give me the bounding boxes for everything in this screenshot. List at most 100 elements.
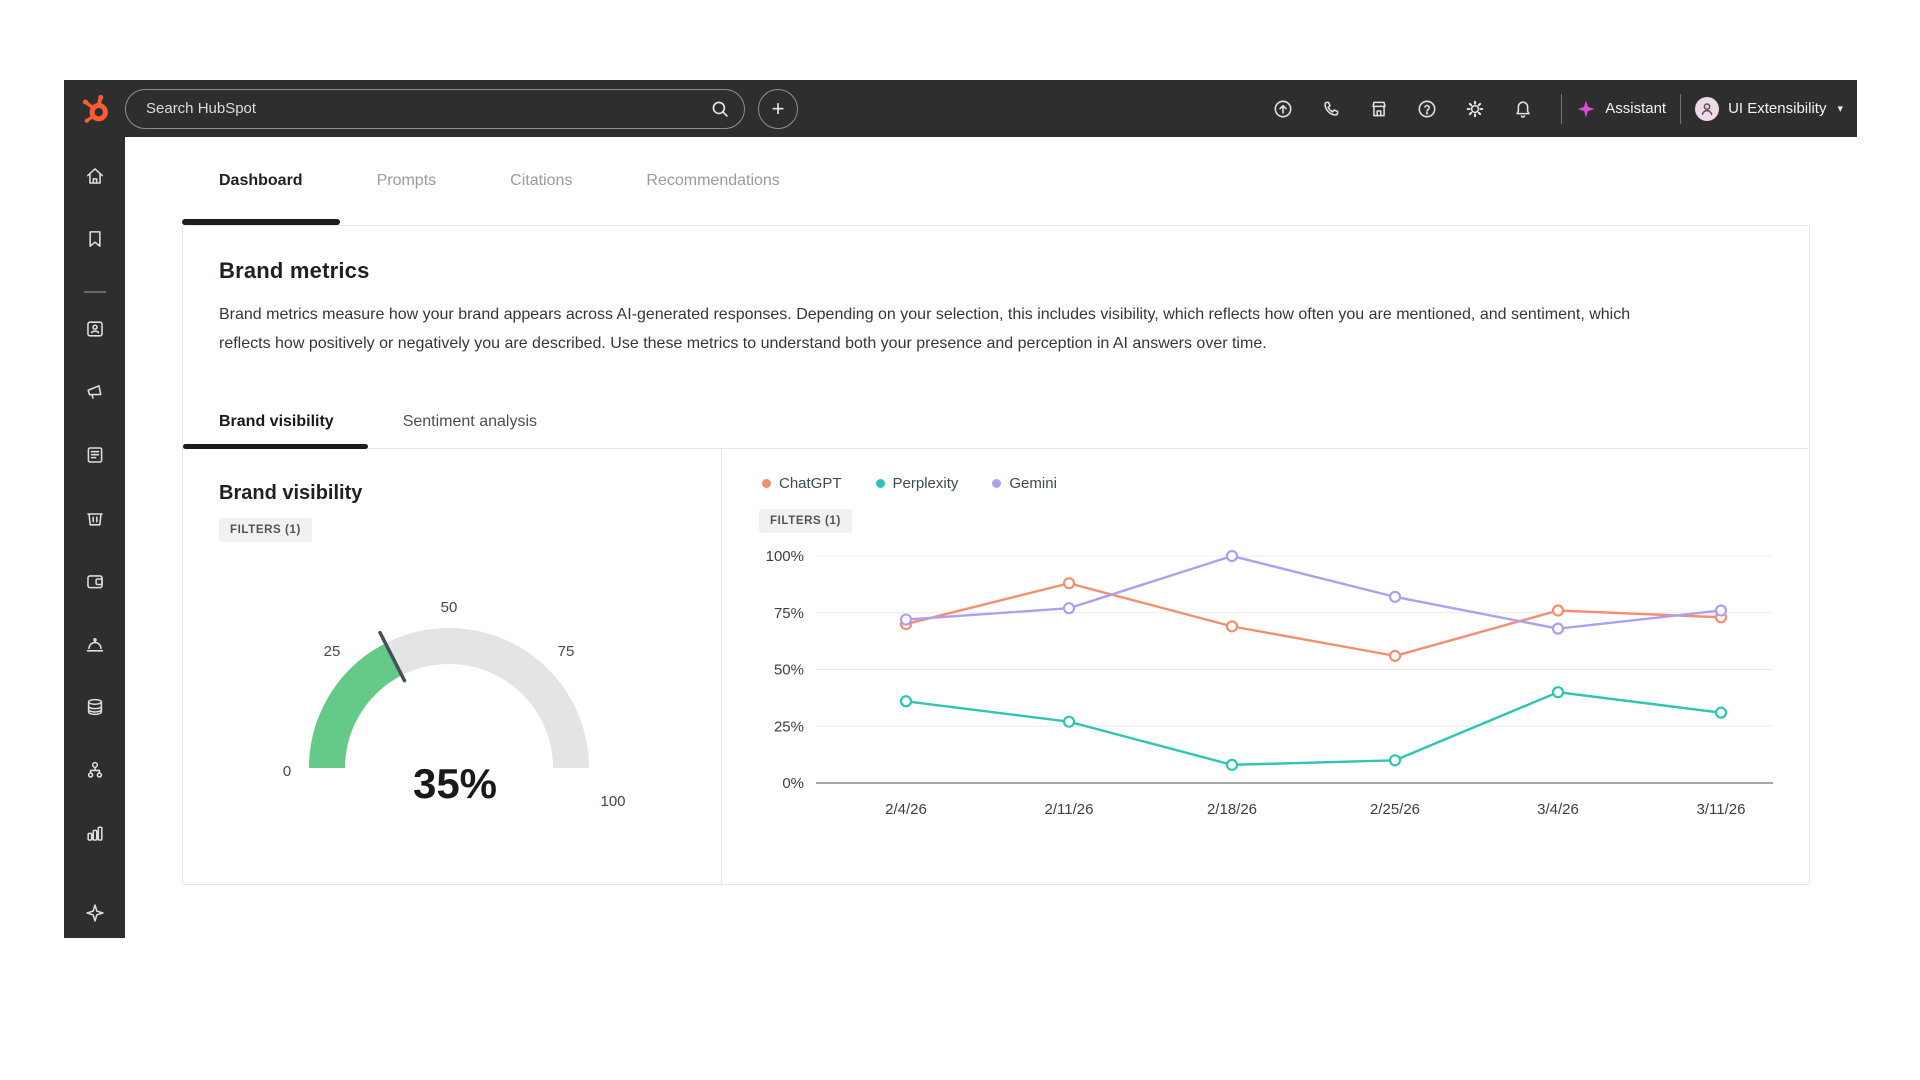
hubspot-logo[interactable] — [64, 93, 125, 125]
hubspot-app: + — [64, 80, 1857, 938]
notifications-button[interactable] — [1511, 97, 1535, 121]
global-search — [125, 88, 745, 129]
legend-dot — [875, 479, 885, 488]
assistant-label: Assistant — [1605, 100, 1667, 117]
legend-label: ChatGPT — [779, 475, 842, 492]
main-content: Dashboard Prompts Citations Recommendati… — [125, 137, 1857, 938]
legend-dot — [762, 479, 771, 488]
metric-subtabs: Brand visibility Sentiment analysis — [183, 396, 1809, 449]
sparkle-icon — [85, 904, 104, 922]
database-icon — [87, 698, 102, 716]
topbar-divider — [1561, 93, 1563, 124]
svg-text:2/18/26: 2/18/26 — [1207, 801, 1257, 818]
arrow-up-circle-icon — [1274, 100, 1292, 117]
contacts-card-icon — [86, 321, 103, 337]
person-icon — [1701, 102, 1713, 115]
search-input[interactable] — [125, 88, 745, 129]
legend-item-chatgpt[interactable]: ChatGPT — [762, 475, 842, 492]
bar-chart-icon — [86, 826, 103, 841]
sidebar-item-marketing[interactable] — [84, 381, 106, 403]
tab-citations[interactable]: Citations — [473, 137, 609, 225]
search-icon[interactable] — [709, 98, 731, 125]
megaphone-icon — [86, 385, 101, 399]
legend-item-gemini[interactable]: Gemini — [992, 475, 1057, 492]
subtab-sentiment-analysis[interactable]: Sentiment analysis — [368, 396, 572, 448]
storefront-icon — [1372, 101, 1386, 116]
sidebar-item-content[interactable] — [84, 444, 106, 466]
workflow-icon — [87, 761, 102, 778]
svg-text:100: 100 — [600, 793, 625, 810]
question-circle-icon — [1418, 100, 1436, 117]
svg-text:3/11/26: 3/11/26 — [1697, 801, 1746, 818]
tab-dashboard[interactable]: Dashboard — [182, 137, 340, 225]
settings-button[interactable] — [1463, 97, 1487, 121]
assistant-button[interactable]: Assistant — [1576, 99, 1666, 119]
svg-text:75%: 75% — [774, 605, 804, 622]
basket-icon — [86, 513, 103, 526]
svg-text:2/25/26: 2/25/26 — [1370, 801, 1420, 818]
brand-visibility-gauge-panel: Brand visibility FILTERS (1) 0 25 50 75 100 3… — [183, 449, 721, 884]
topbar-divider — [1680, 93, 1682, 124]
page-title: Brand metrics — [219, 258, 370, 283]
svg-text:0%: 0% — [782, 775, 804, 792]
sidebar-item-automations[interactable] — [84, 759, 106, 781]
sidebar-item-bookmarks[interactable] — [84, 228, 106, 250]
sidebar-item-payments[interactable] — [84, 570, 106, 592]
sidebar-item-reporting[interactable] — [84, 822, 106, 844]
page-description: Brand metrics measure how your brand app… — [219, 306, 1631, 352]
svg-text:35%: 35% — [413, 760, 497, 807]
phone-icon — [1324, 101, 1339, 116]
sidebar-item-contacts[interactable] — [84, 318, 106, 340]
subtab-brand-visibility[interactable]: Brand visibility — [183, 396, 368, 449]
svg-text:50: 50 — [441, 599, 458, 616]
svg-text:50%: 50% — [774, 662, 804, 679]
filters-badge[interactable]: FILTERS (1) — [759, 509, 852, 533]
svg-text:75: 75 — [558, 643, 575, 660]
help-button[interactable] — [1415, 97, 1439, 121]
legend-label: Gemini — [1009, 475, 1057, 492]
legend-label: Perplexity — [892, 475, 959, 492]
chevron-down-icon: ▾ — [1837, 103, 1843, 115]
filters-badge[interactable]: FILTERS (1) — [219, 518, 312, 542]
home-icon — [86, 168, 103, 184]
visibility-trend-panel: ChatGPT Perplexity Gemini FILTERS — [721, 449, 1809, 884]
sidebar-item-ai-assistant[interactable] — [84, 902, 106, 924]
marketplace-button[interactable] — [1367, 97, 1391, 121]
gear-icon — [1466, 100, 1484, 117]
wallet-icon — [86, 575, 103, 589]
tab-prompts[interactable]: Prompts — [340, 137, 474, 225]
chart-legend: ChatGPT Perplexity Gemini — [762, 475, 1809, 492]
gauge-panel-title: Brand visibility — [219, 482, 363, 504]
legend-item-perplexity[interactable]: Perplexity — [875, 475, 959, 492]
sidebar-item-home[interactable] — [84, 165, 106, 187]
calling-button[interactable] — [1319, 97, 1343, 121]
sidebar-divider — [83, 291, 106, 293]
bell-icon — [1516, 100, 1530, 118]
left-sidebar — [64, 137, 125, 938]
legend-dot — [992, 479, 1002, 488]
svg-text:3/4/26: 3/4/26 — [1537, 801, 1579, 818]
hubspot-sprocket-icon — [82, 94, 108, 123]
sidebar-item-data[interactable] — [84, 696, 106, 718]
service-bell-icon — [86, 638, 103, 652]
bookmark-icon — [88, 231, 101, 247]
svg-text:2/4/26: 2/4/26 — [885, 801, 927, 818]
brand-metrics-card: Brand metrics Brand metrics measure how … — [182, 225, 1810, 885]
sidebar-item-commerce[interactable] — [84, 507, 106, 529]
line-chart: 0% 25% 50% 75% 100% 2/4/26 2/11/26 2/18/26 2/25/… — [766, 548, 1773, 818]
gauge-chart: 0 25 50 75 100 35% — [283, 599, 626, 810]
sparkle-icon — [1577, 100, 1595, 117]
avatar — [1695, 96, 1720, 121]
svg-text:25%: 25% — [774, 718, 804, 735]
tab-recommendations[interactable]: Recommendations — [609, 137, 816, 225]
sidebar-item-service[interactable] — [84, 633, 106, 655]
import-button[interactable] — [1271, 97, 1295, 121]
plus-icon: + — [771, 95, 785, 121]
form-document-icon — [87, 447, 102, 463]
page-tabs: Dashboard Prompts Citations Recommendati… — [125, 137, 1857, 225]
user-menu[interactable]: UI Extensibility ▾ — [1695, 96, 1843, 121]
svg-text:0: 0 — [283, 763, 291, 780]
create-button[interactable]: + — [758, 88, 798, 129]
svg-text:25: 25 — [324, 643, 341, 660]
svg-text:2/11/26: 2/11/26 — [1045, 801, 1094, 818]
